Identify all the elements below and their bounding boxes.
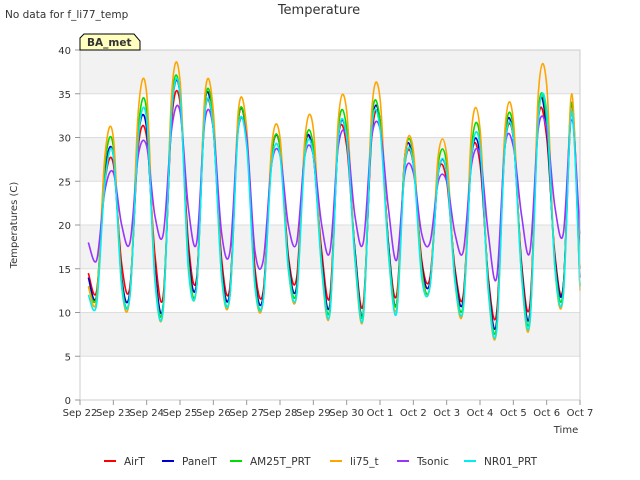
legend-item: NR01_PRT xyxy=(464,456,538,468)
series-lines xyxy=(87,61,581,341)
legend-label: NR01_PRT xyxy=(484,456,538,468)
series-line-li75-t xyxy=(87,61,581,341)
legend-item: Tsonic xyxy=(397,456,449,468)
chart-title: Temperature xyxy=(277,3,360,18)
legend-item: li75_t xyxy=(330,456,379,468)
legend-item: AirT xyxy=(104,456,145,468)
legend-label: li75_t xyxy=(350,456,379,468)
legend-label: Tsonic xyxy=(416,456,449,468)
x-tick-label: Oct 7 xyxy=(567,408,594,419)
y-tick-label: 0 xyxy=(65,396,71,407)
y-tick-label: 30 xyxy=(58,134,71,145)
x-tick-label: Sep 23 xyxy=(96,408,131,419)
y-tick-label: 5 xyxy=(65,352,71,363)
legend-label: AirT xyxy=(124,456,145,468)
x-tick-label: Sep 25 xyxy=(163,408,198,419)
y-tick-label: 10 xyxy=(58,309,71,320)
x-tick-label: Sep 28 xyxy=(263,408,298,419)
legend-item: PanelT xyxy=(162,456,217,468)
y-tick-label: 25 xyxy=(58,177,71,188)
x-tick-label: Oct 6 xyxy=(533,408,560,419)
x-tick-label: Oct 1 xyxy=(367,408,394,419)
x-tick-label: Oct 5 xyxy=(500,408,527,419)
no-data-note: No data for f_li77_temp xyxy=(5,9,129,21)
y-axis: 0 5 10 15 20 25 30 35 40 xyxy=(58,46,80,407)
grid-band xyxy=(80,312,580,357)
x-tick-label: Oct 4 xyxy=(467,408,494,419)
legend-label: AM25T_PRT xyxy=(250,456,311,468)
x-tick-label: Sep 30 xyxy=(329,408,364,419)
ba-met-label: BA_met xyxy=(87,37,131,49)
y-tick-label: 40 xyxy=(58,46,71,57)
x-tick-label: Sep 24 xyxy=(129,408,164,419)
x-tick-label: Sep 27 xyxy=(229,408,264,419)
y-tick-label: 35 xyxy=(58,90,71,101)
legend-label: PanelT xyxy=(182,456,217,468)
x-tick-label: Sep 29 xyxy=(296,408,331,419)
y-axis-label: Temperatures (C) xyxy=(9,182,20,270)
x-axis-label: Time xyxy=(553,425,578,436)
grid-band xyxy=(80,50,580,94)
y-tick-label: 15 xyxy=(58,265,71,276)
y-tick-label: 20 xyxy=(58,221,71,232)
ba-met-badge: BA_met xyxy=(79,33,141,51)
x-tick-label: Sep 22 xyxy=(63,408,98,419)
x-tick-label: Oct 3 xyxy=(433,408,460,419)
legend-item: AM25T_PRT xyxy=(230,456,311,468)
x-tick-label: Oct 2 xyxy=(400,408,427,419)
series-line-nr01-prt xyxy=(87,77,581,339)
legend: AirT PanelT AM25T_PRT li75_t Tsonic NR01_PRT xyxy=(104,456,538,468)
x-tick-label: Sep 26 xyxy=(196,408,231,419)
grid-band xyxy=(80,137,580,182)
